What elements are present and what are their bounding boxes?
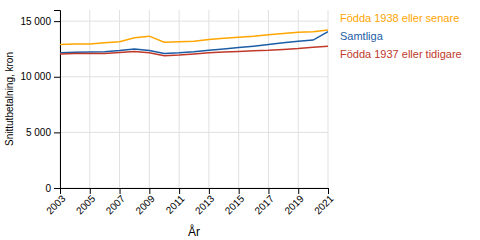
grid-line-x: [268, 10, 269, 188]
series-line: [60, 46, 328, 56]
x-tick: 2011: [164, 188, 187, 216]
grid-line-x: [298, 10, 299, 188]
y-tick-mark: [54, 188, 60, 189]
x-tick-mark: [298, 188, 299, 194]
x-tick-mark: [239, 188, 240, 194]
series-line: [60, 32, 328, 54]
x-tick-mark: [179, 188, 180, 194]
x-tick-label: 2003: [44, 193, 68, 217]
y-axis-title: Snittutbetalning, kron: [4, 52, 15, 146]
grid-line-x: [89, 10, 90, 188]
x-tick-label: 2013: [193, 193, 217, 217]
y-axis-line: [54, 11, 61, 189]
x-tick-label: 2007: [104, 193, 128, 217]
x-tick-label: 2015: [223, 193, 247, 217]
grid-line-y: [60, 132, 328, 133]
grid-line-x: [208, 10, 209, 188]
y-tick-label: 0: [45, 183, 51, 194]
legend-entry: Födda 1938 eller senare: [340, 12, 459, 24]
plot: 2003200520072009 2011 20132015201720192021…: [20, 10, 335, 216]
chart: 2003200520072009 2011 20132015201720192021…: [0, 0, 480, 240]
x-tick: 2015: [223, 188, 247, 216]
x-tick: 2009: [133, 188, 157, 216]
y-tick-mark: [54, 21, 60, 22]
y-axis: 0 5 000 10 000 15 000: [20, 11, 60, 194]
x-tick-label: 2005: [74, 193, 98, 217]
y-tick-mark: [54, 77, 60, 78]
grid-line-x: [119, 10, 120, 188]
y-tick-label: 15 000: [20, 16, 51, 27]
y-tick-label: 5 000: [26, 127, 51, 138]
grid-line-y: [60, 76, 328, 77]
x-tick: 2007: [104, 188, 128, 216]
x-tick-mark: [328, 188, 329, 194]
legend-entry: Samtliga: [340, 30, 384, 42]
y-tick: 15 000: [20, 16, 60, 27]
x-tick: 2017: [253, 188, 277, 216]
x-tick: 2005: [74, 188, 98, 216]
grid: [60, 10, 328, 188]
x-tick-label: 2011: [164, 193, 187, 216]
y-tick-label: 10 000: [20, 71, 51, 82]
x-tick-label: 2017: [253, 193, 277, 217]
x-tick-label: 2019: [282, 193, 306, 217]
y-tick-mark: [54, 132, 60, 133]
y-tick: 10 000: [20, 71, 60, 82]
x-tick-mark: [149, 188, 150, 194]
grid-line-x: [179, 10, 180, 188]
x-axis-title: År: [188, 224, 200, 239]
x-tick-label: 2021: [312, 193, 336, 217]
grid-line-x: [328, 10, 329, 188]
x-tick-mark: [90, 188, 91, 194]
y-tick: 5 000: [26, 127, 60, 138]
x-tick-mark: [268, 188, 269, 194]
grid-line-y: [60, 21, 328, 22]
x-tick-mark: [209, 188, 210, 194]
x-axis-line: [61, 189, 329, 195]
legend: Födda 1938 eller senare Samtliga Födda 193…: [340, 12, 462, 60]
x-axis: 2003200520072009 2011 20132015201720192021: [44, 188, 336, 216]
y-tick: 0: [45, 183, 60, 194]
lines: [60, 30, 328, 56]
x-tick: 2019: [282, 188, 306, 216]
x-tick: 2013: [193, 188, 217, 216]
x-tick-mark: [120, 188, 121, 194]
x-tick: 2021: [312, 188, 336, 216]
legend-entry: Födda 1937 eller tidigare: [340, 48, 462, 60]
x-tick-label: 2009: [133, 193, 157, 217]
